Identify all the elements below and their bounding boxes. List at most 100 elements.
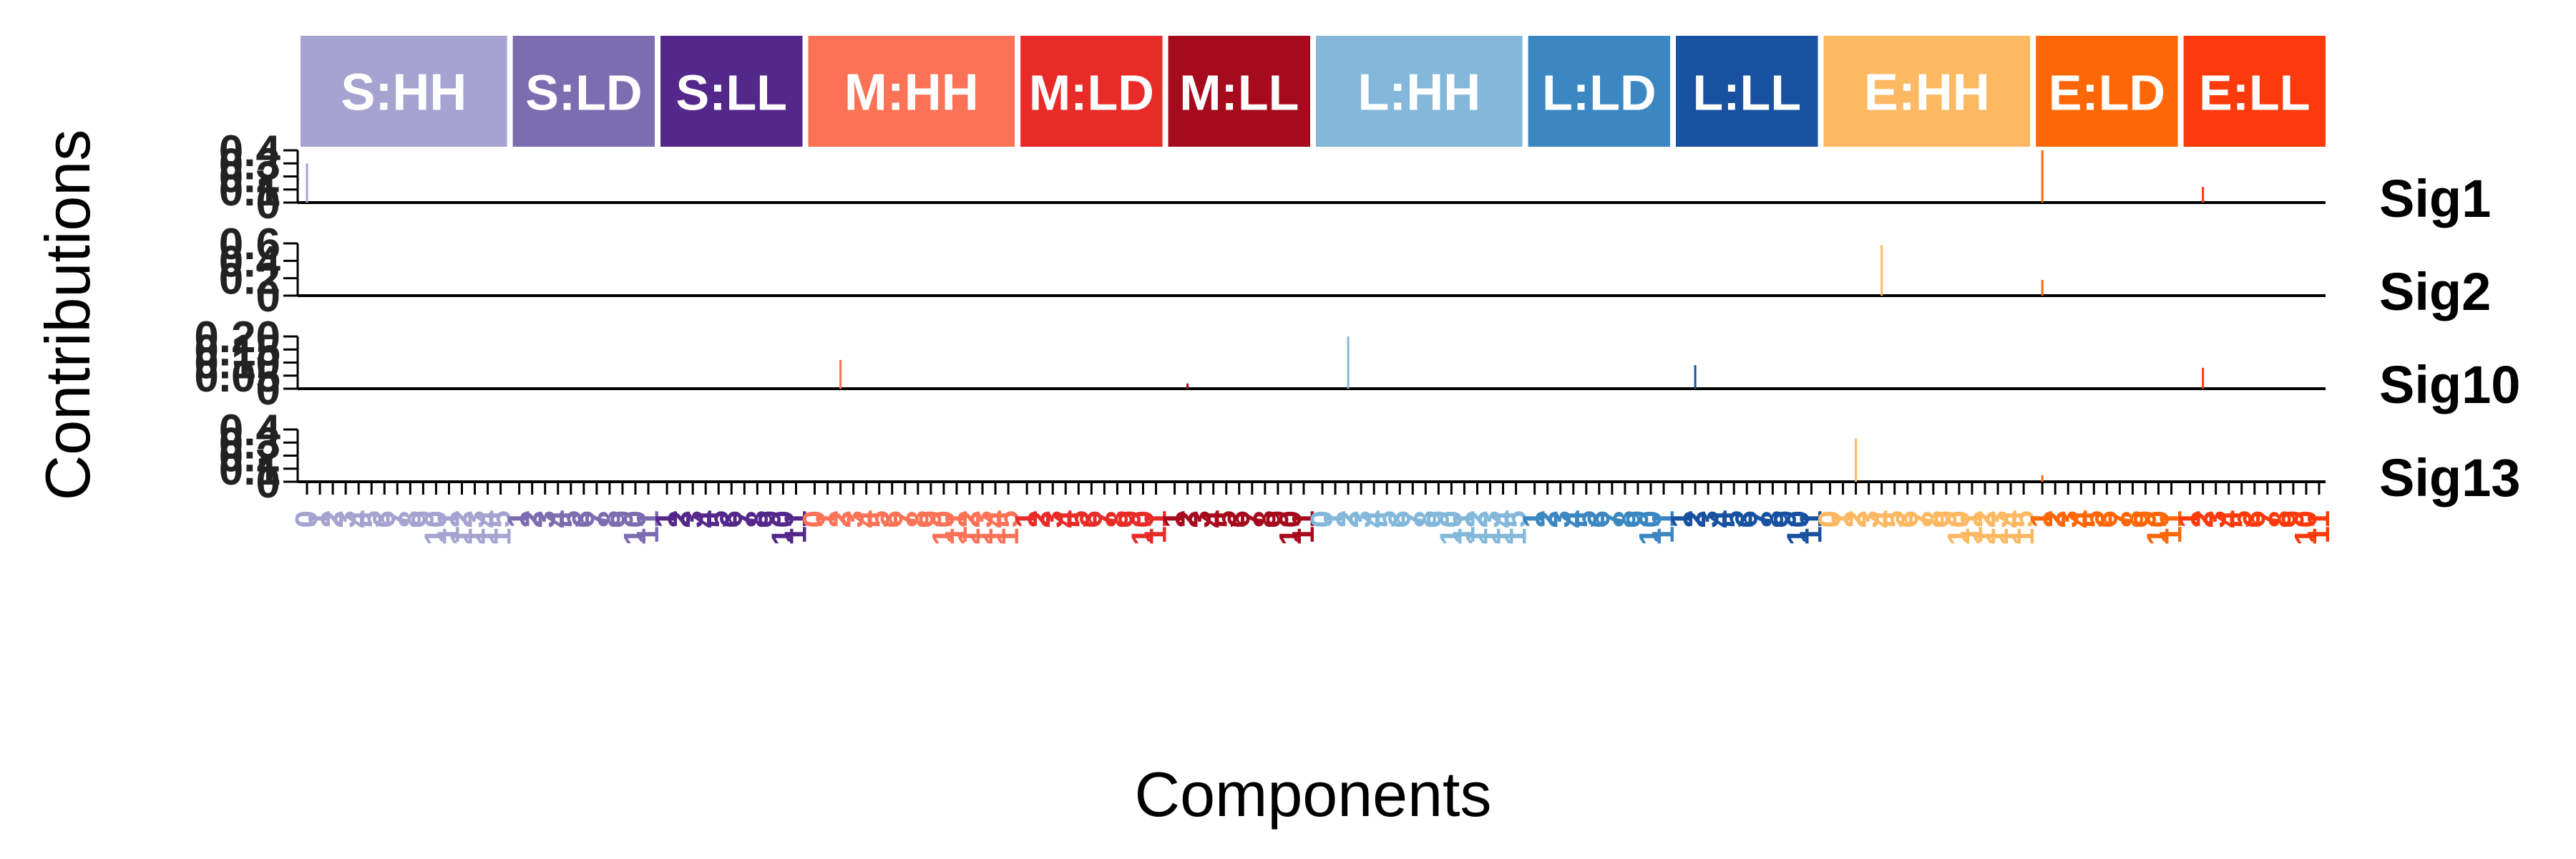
signature-label-sig10: Sig10 (2379, 355, 2520, 414)
y-tick-label: 0.10 (194, 339, 280, 389)
y-tick-label: 0.05 (194, 352, 280, 402)
component-label-s-hh-15: 15 (483, 510, 518, 545)
component-label-s-hh-5: 5 (353, 510, 389, 528)
component-label-m-hh-7: 7 (887, 510, 922, 528)
panel-sig13: 00.10.20.30.4 Sig13 (219, 406, 2521, 508)
component-label-m-hh-3: 3 (836, 510, 871, 528)
component-label-m-ll-4: 5 (1209, 510, 1244, 528)
component-label-e-hh-13: 13 (1980, 510, 2015, 545)
component-label-s-hh-10: 10 (418, 510, 453, 545)
group-label-s-hh: S:HH (341, 64, 467, 122)
component-label-m-ll-5: 6 (1221, 510, 1257, 528)
component-label-e-hh-1: 1 (1825, 510, 1860, 528)
component-label-s-ld-4: 5 (553, 510, 588, 528)
component-label-e-hh-0: 0 (1813, 510, 1848, 528)
component-label-l-hh-8: 8 (1407, 510, 1443, 528)
component-label-s-hh-12: 12 (444, 510, 479, 545)
component-label-l-ld-6: 7 (1594, 510, 1629, 528)
component-label-e-ll-2: 3 (2198, 510, 2233, 528)
component-label-s-hh-13: 13 (457, 510, 492, 545)
component-label-e-hh-8: 8 (1916, 510, 1951, 528)
component-label-l-hh-11: 11 (1446, 510, 1481, 544)
group-label-e-hh: E:HH (1864, 64, 1990, 122)
component-label-e-ld-5: 6 (2089, 510, 2124, 528)
component-label-l-hh-7: 7 (1395, 510, 1430, 528)
component-label-m-ld-0: 1 (1009, 510, 1044, 528)
component-label-m-ld-6: 7 (1086, 510, 1121, 528)
bar-sig13-e-hh-2 (1855, 438, 1858, 482)
component-label-l-hh-5: 5 (1369, 510, 1404, 528)
component-label-l-hh-0: 0 (1304, 510, 1340, 528)
component-label-s-ld-3: 4 (540, 510, 575, 528)
component-label-l-ld-1: 2 (1530, 510, 1565, 528)
component-label-e-hh-4: 4 (1864, 510, 1899, 528)
component-label-m-ll-3: 4 (1196, 510, 1231, 528)
component-label-s-ll-2: 3 (675, 510, 710, 528)
component-label-l-hh-13: 13 (1473, 510, 1508, 545)
component-label-s-hh-9: 9 (405, 510, 440, 528)
component-label-m-ll-8: 9 (1260, 510, 1295, 528)
group-box-s-hh (301, 36, 507, 147)
y-tick-label: 0.2 (219, 153, 280, 203)
component-label-l-hh-4: 4 (1356, 510, 1391, 528)
component-label-m-ld-8: 9 (1112, 510, 1147, 528)
component-label-e-hh-11: 11 (1954, 510, 1989, 544)
component-labels: 0123456789101112131415123456789101112345… (289, 483, 2336, 545)
component-label-m-ld-4: 5 (1060, 510, 1096, 528)
component-label-m-hh-12: 12 (952, 510, 987, 545)
group-box-e-ld (2036, 36, 2178, 147)
component-label-l-hh-15: 15 (1498, 510, 1533, 545)
component-label-l-ll-10: 11 (1793, 510, 1828, 544)
component-label-l-ld-4: 5 (1568, 510, 1604, 528)
component-label-l-hh-1: 1 (1317, 510, 1352, 528)
component-label-m-hh-10: 10 (926, 510, 961, 545)
component-label-e-hh-5: 5 (1877, 510, 1912, 528)
group-label-m-ld: M:LD (1029, 65, 1154, 121)
component-label-e-hh-14: 14 (1993, 510, 2028, 545)
component-label-s-hh-2: 2 (315, 510, 350, 528)
component-label-m-hh-11: 11 (939, 510, 974, 544)
component-label-m-hh-5: 5 (862, 510, 897, 528)
y-tick-label: 0.3 (219, 140, 280, 189)
component-label-e-ll-4: 5 (2224, 510, 2259, 528)
y-tick-label: 0.4 (219, 237, 281, 286)
component-label-e-ld-4: 5 (2076, 510, 2111, 528)
component-label-l-hh-12: 12 (1459, 510, 1494, 545)
component-label-s-hh-6: 6 (366, 510, 401, 528)
component-label-e-hh-7: 7 (1903, 510, 1938, 528)
component-label-e-ld-6: 7 (2102, 510, 2137, 528)
y-tick-label: 0.1 (219, 445, 280, 495)
component-label-l-ll-1: 2 (1677, 510, 1712, 528)
component-label-l-ld-3: 4 (1556, 510, 1591, 528)
y-tick-label: 0.3 (219, 419, 280, 468)
component-label-e-ld-9: 10 (2141, 510, 2176, 545)
component-label-m-ld-9: 10 (1126, 510, 1161, 545)
group-box-m-ld (1020, 36, 1163, 147)
component-label-s-ld-8: 9 (605, 510, 640, 528)
component-label-m-hh-9: 9 (913, 510, 948, 528)
component-label-s-ll-9: 10 (765, 510, 800, 545)
component-label-s-ld-2: 3 (527, 510, 562, 528)
x-axis-title: Components (1135, 759, 1492, 830)
group-box-m-ll (1168, 36, 1310, 147)
group-label-m-ll: M:LL (1179, 65, 1299, 121)
component-label-l-ll-6: 7 (1742, 510, 1777, 528)
group-header-strip: S:HH S:LD S:LL M:HH M:LD M:LL L:HH L:LD L:LL E:HH… (301, 36, 2326, 147)
group-box-l-ld (1528, 36, 1671, 147)
component-label-m-ll-10: 11 (1286, 510, 1321, 544)
component-label-l-ll-9: 10 (1780, 510, 1815, 545)
component-label-e-ll-0: 1 (2172, 510, 2207, 528)
component-label-m-hh-14: 14 (977, 510, 1013, 545)
signature-label-sig1: Sig1 (2379, 169, 2491, 228)
component-label-m-hh-8: 8 (900, 510, 935, 528)
group-label-s-ld: S:LD (525, 65, 642, 121)
component-label-s-ll-0: 1 (649, 510, 684, 528)
component-label-m-hh-13: 13 (965, 510, 1000, 545)
component-label-s-hh-14: 14 (470, 510, 505, 545)
component-label-e-hh-15: 15 (2006, 510, 2041, 545)
bar-sig10-m-ll-1 (1186, 383, 1189, 389)
group-box-l-ll (1676, 36, 1818, 147)
component-label-s-ll-6: 7 (726, 510, 761, 528)
signature-label-sig2: Sig2 (2379, 262, 2491, 321)
component-label-e-ll-7: 8 (2263, 510, 2298, 528)
